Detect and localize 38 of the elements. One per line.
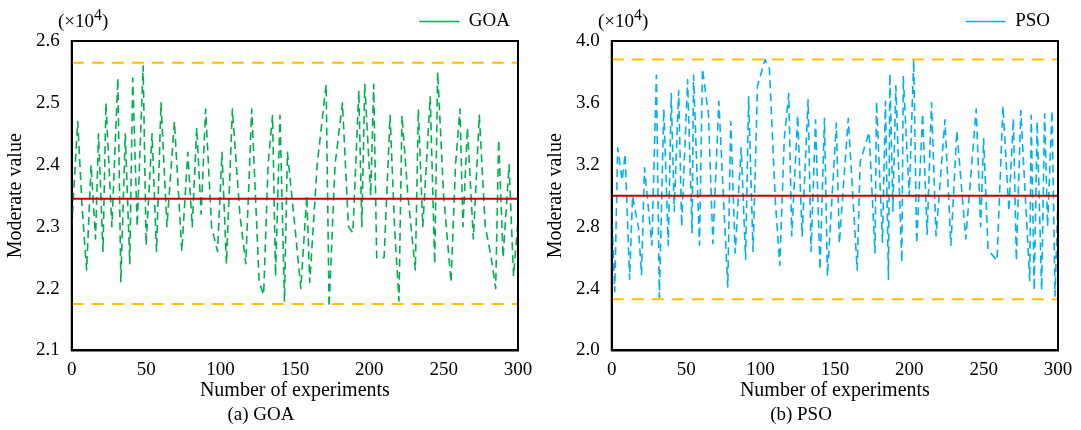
y-tick-label: 2.2 [36, 276, 60, 298]
y-tick-label: 2.1 [36, 338, 60, 360]
x-tick-label: 50 [676, 357, 696, 379]
y-tick-label: 2.5 [36, 90, 60, 112]
y-tick-label: 2.3 [36, 214, 60, 236]
text: (a) GOA [227, 402, 295, 425]
x-tick-label: 0 [607, 357, 617, 379]
y-tick-label: 3.6 [576, 90, 600, 112]
x-tick-label: 250 [969, 357, 998, 379]
x-tick-label: 100 [746, 357, 775, 379]
line-series [611, 58, 1058, 299]
line-series [71, 64, 518, 308]
legend-label: PSO [1015, 9, 1050, 31]
x-tick-label: 150 [280, 357, 310, 379]
text: (×10$^{4}$) [598, 6, 649, 33]
y-tick-label: 2.4 [36, 152, 61, 174]
x-tick-label: 0 [67, 357, 77, 379]
x-axis-title: Number of experiments [199, 378, 391, 402]
x-axis-title: Number of experiments [739, 378, 931, 402]
legend-label: GOA [468, 9, 511, 31]
x-tick-label: 200 [895, 357, 924, 379]
y-axis-title: Moderate value [3, 133, 26, 259]
x-tick-label: 150 [820, 357, 850, 379]
y-tick-label: 3.2 [576, 152, 600, 174]
y-tick-label: 2.6 [36, 28, 60, 50]
y-tick-label: 2.0 [576, 338, 600, 360]
x-tick-label: 300 [503, 357, 533, 379]
y-tick-label: 4.0 [576, 28, 600, 50]
y-axis-title: Moderate value [543, 133, 566, 259]
x-tick-label: 300 [1043, 357, 1073, 379]
text: (b) PSO [770, 402, 832, 425]
y-tick-label: 2.8 [576, 214, 600, 236]
x-tick-label: 250 [429, 357, 458, 379]
y-tick-label: 2.4 [576, 276, 601, 298]
x-tick-label: 50 [136, 357, 156, 379]
text: (×10$^{4}$) [58, 6, 109, 33]
x-tick-label: 100 [206, 357, 235, 379]
x-tick-label: 200 [355, 357, 384, 379]
